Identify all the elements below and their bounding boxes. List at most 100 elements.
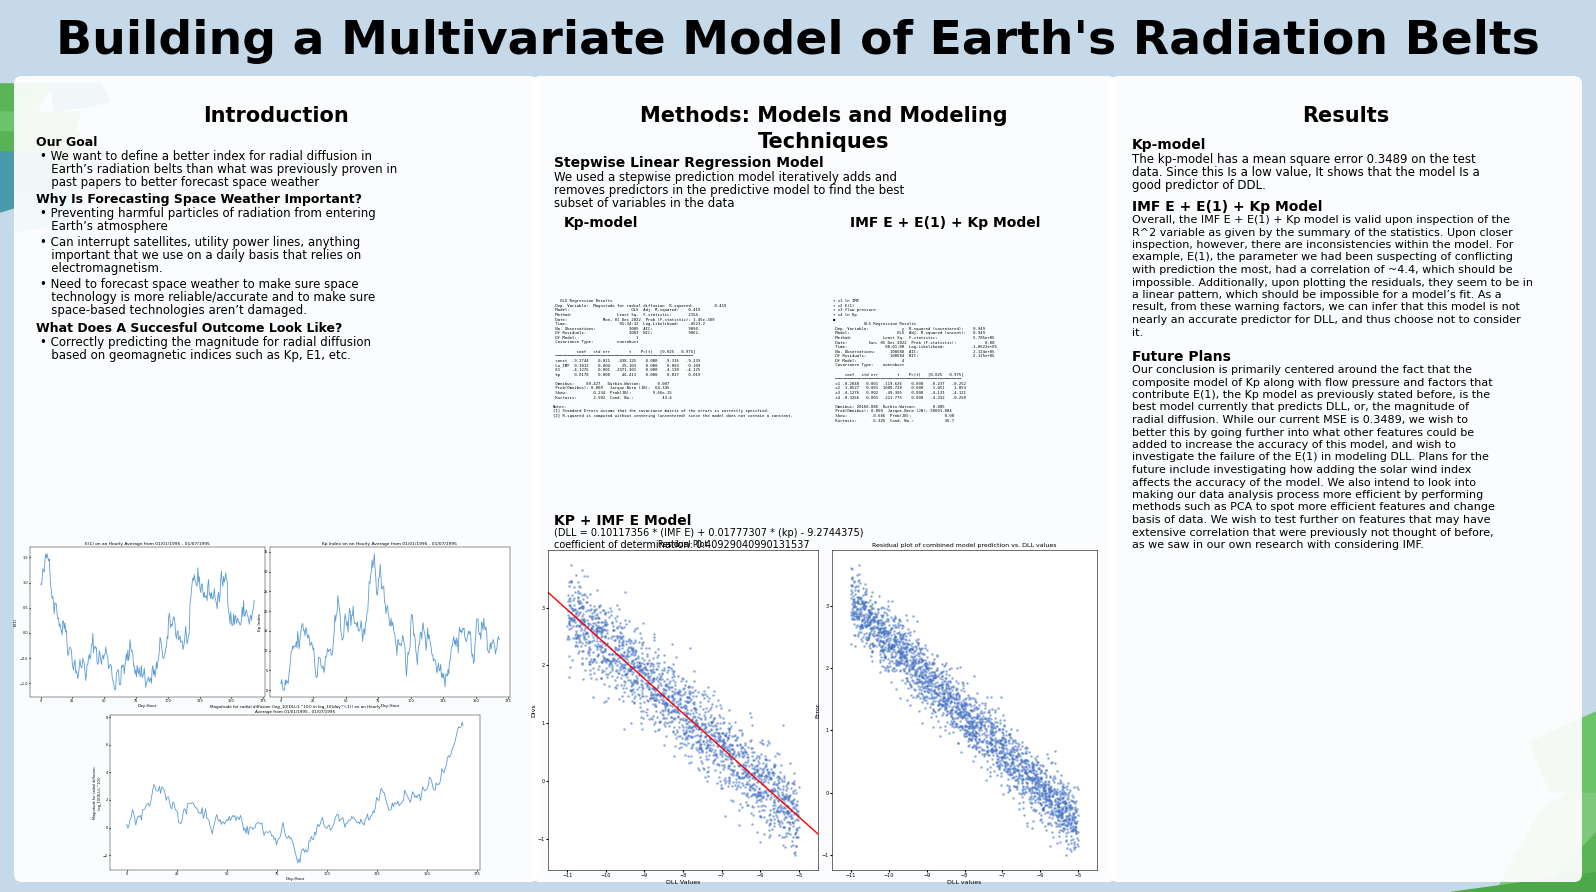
Point (956, 719, 982, 733)
Point (966, 739, 991, 754)
Point (926, 686, 951, 700)
Point (683, 705, 709, 719)
Point (688, 737, 713, 751)
Point (1013, 765, 1039, 780)
Point (774, 804, 800, 818)
Point (1037, 793, 1063, 807)
Point (780, 793, 806, 807)
Point (876, 625, 902, 640)
Point (1065, 837, 1090, 851)
Point (982, 738, 1007, 752)
Point (619, 678, 645, 692)
Point (932, 702, 958, 716)
Point (586, 620, 611, 634)
Polygon shape (49, 82, 110, 112)
Point (1058, 818, 1084, 832)
Point (942, 720, 967, 734)
Point (1010, 782, 1036, 797)
Point (761, 795, 787, 809)
Point (563, 606, 589, 620)
Point (1053, 833, 1079, 847)
Point (886, 637, 911, 651)
Point (728, 738, 753, 752)
Text: technology is more reliable/accurate and to make sure: technology is more reliable/accurate and… (40, 291, 375, 304)
Point (958, 726, 983, 740)
Point (565, 607, 591, 622)
Point (929, 708, 954, 723)
Point (889, 644, 915, 658)
Point (961, 691, 986, 706)
Point (697, 710, 723, 724)
Point (1042, 785, 1068, 799)
Point (899, 642, 924, 657)
Point (726, 747, 752, 762)
Point (733, 780, 758, 794)
Point (771, 789, 796, 804)
Text: Why Is Forecasting Space Weather Important?: Why Is Forecasting Space Weather Importa… (37, 193, 362, 206)
Point (707, 715, 733, 730)
Point (1013, 752, 1039, 766)
Point (718, 742, 744, 756)
Point (640, 682, 666, 697)
Point (962, 729, 988, 743)
Point (1047, 803, 1073, 817)
Point (717, 759, 742, 773)
Point (772, 797, 798, 812)
Point (597, 665, 622, 680)
Point (622, 643, 648, 657)
Point (905, 646, 930, 660)
Point (680, 696, 705, 710)
Point (1034, 789, 1060, 804)
Point (1034, 747, 1060, 762)
Point (592, 653, 618, 667)
Point (606, 648, 632, 662)
Point (621, 659, 646, 673)
Point (780, 846, 806, 860)
Point (606, 656, 632, 670)
Point (729, 775, 755, 789)
Point (865, 621, 891, 635)
Point (902, 656, 927, 670)
Point (911, 675, 937, 690)
Point (726, 747, 752, 762)
Point (600, 647, 626, 661)
Point (849, 634, 875, 648)
Point (654, 697, 680, 711)
Point (886, 655, 911, 669)
Point (587, 599, 613, 613)
Point (999, 751, 1025, 765)
Point (990, 740, 1015, 755)
Point (977, 703, 1002, 717)
Point (666, 729, 691, 743)
Point (1010, 795, 1036, 809)
Point (761, 756, 787, 771)
Point (662, 674, 688, 689)
Point (761, 759, 787, 773)
Point (895, 673, 921, 688)
Point (1047, 804, 1073, 818)
Point (902, 668, 927, 682)
Point (653, 697, 678, 711)
Point (683, 713, 709, 727)
Point (725, 739, 750, 753)
Point (591, 664, 616, 678)
Point (972, 719, 998, 733)
Point (924, 663, 950, 677)
Point (946, 688, 972, 702)
Point (956, 738, 982, 752)
Point (587, 640, 613, 654)
Point (725, 769, 750, 783)
Point (839, 609, 865, 624)
Point (926, 702, 951, 716)
Point (776, 789, 801, 804)
Text: Our conclusion is primarily centered around the fact that the: Our conclusion is primarily centered aro… (1132, 365, 1472, 375)
Point (892, 639, 918, 653)
Point (953, 725, 978, 739)
Point (715, 744, 741, 758)
Point (868, 600, 894, 615)
Point (1001, 743, 1026, 757)
Point (996, 727, 1021, 741)
Point (761, 789, 787, 803)
Point (905, 635, 930, 649)
Point (563, 609, 589, 624)
